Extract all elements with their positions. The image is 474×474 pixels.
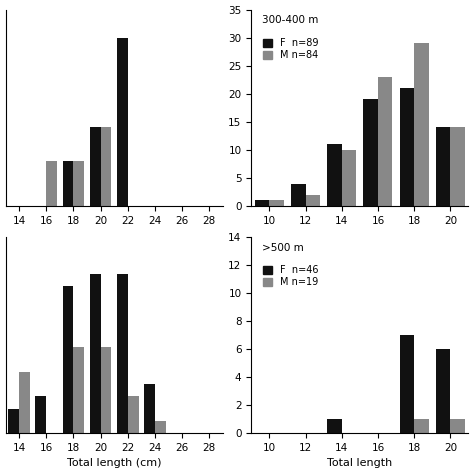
Bar	[436, 349, 450, 433]
Bar	[400, 335, 414, 433]
Bar	[327, 144, 342, 206]
Bar	[90, 128, 100, 206]
Bar	[291, 183, 306, 206]
Bar	[255, 201, 269, 206]
Bar	[46, 161, 57, 206]
Bar	[144, 384, 155, 433]
Bar	[306, 195, 320, 206]
Bar	[414, 43, 428, 206]
Text: 300-400 m: 300-400 m	[262, 16, 319, 26]
Bar	[100, 128, 111, 206]
Bar	[90, 273, 100, 433]
X-axis label: Total length (cm): Total length (cm)	[67, 458, 161, 468]
Bar	[414, 419, 428, 433]
Bar	[73, 161, 84, 206]
Bar	[436, 128, 450, 206]
Bar	[117, 37, 128, 206]
Bar	[342, 150, 356, 206]
X-axis label: Total length: Total length	[327, 458, 392, 468]
Bar	[100, 347, 111, 433]
Bar	[8, 409, 19, 433]
Bar	[327, 419, 342, 433]
Legend: F  n=89, M n=84: F n=89, M n=84	[263, 38, 319, 60]
Bar	[117, 273, 128, 433]
Bar	[36, 396, 46, 433]
Bar	[63, 161, 73, 206]
Bar	[73, 347, 84, 433]
Legend: F  n=46, M n=19: F n=46, M n=19	[263, 265, 319, 287]
Bar	[128, 396, 138, 433]
Bar	[450, 419, 465, 433]
Bar	[19, 372, 30, 433]
Text: >500 m: >500 m	[262, 243, 304, 253]
Bar	[155, 421, 166, 433]
Bar	[400, 88, 414, 206]
Bar	[364, 100, 378, 206]
Bar	[450, 128, 465, 206]
Bar	[269, 201, 284, 206]
Bar	[63, 286, 73, 433]
Bar	[378, 77, 392, 206]
